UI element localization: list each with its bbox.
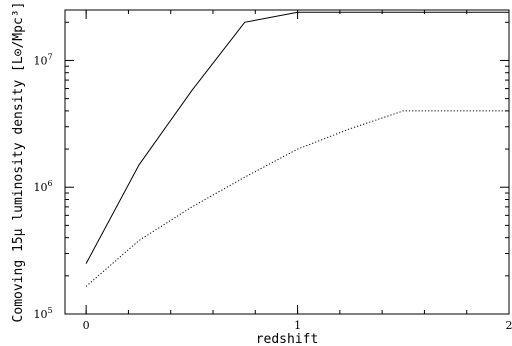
plot-frame (64, 9, 510, 315)
x-tick-label: 1 (294, 319, 301, 332)
y-tick-mantissa: 10 (33, 181, 47, 194)
y-axis-title: Comoving 15μ luminosity density [L⊙/Mpc³… (11, 2, 26, 323)
series-layer (85, 11, 509, 287)
y-tick-mantissa: 10 (33, 308, 47, 321)
y-tick-mantissa: 10 (33, 54, 47, 67)
x-tick-label: 2 (506, 319, 512, 332)
solid-series-line (85, 11, 509, 264)
y-tick-label: 105 (33, 306, 52, 321)
x-axis-title: redshift (256, 332, 319, 346)
y-tick-label: 106 (33, 179, 52, 194)
x-axis-ticks: 0 1 2 (83, 10, 512, 332)
y-tick-exponent: 6 (47, 179, 52, 188)
dotted-series-line (85, 110, 509, 287)
y-tick-exponent: 5 (47, 306, 52, 315)
y-tick-label: 107 (33, 52, 52, 67)
y-tick-exponent: 7 (47, 52, 52, 61)
x-tick-label: 0 (83, 319, 90, 332)
